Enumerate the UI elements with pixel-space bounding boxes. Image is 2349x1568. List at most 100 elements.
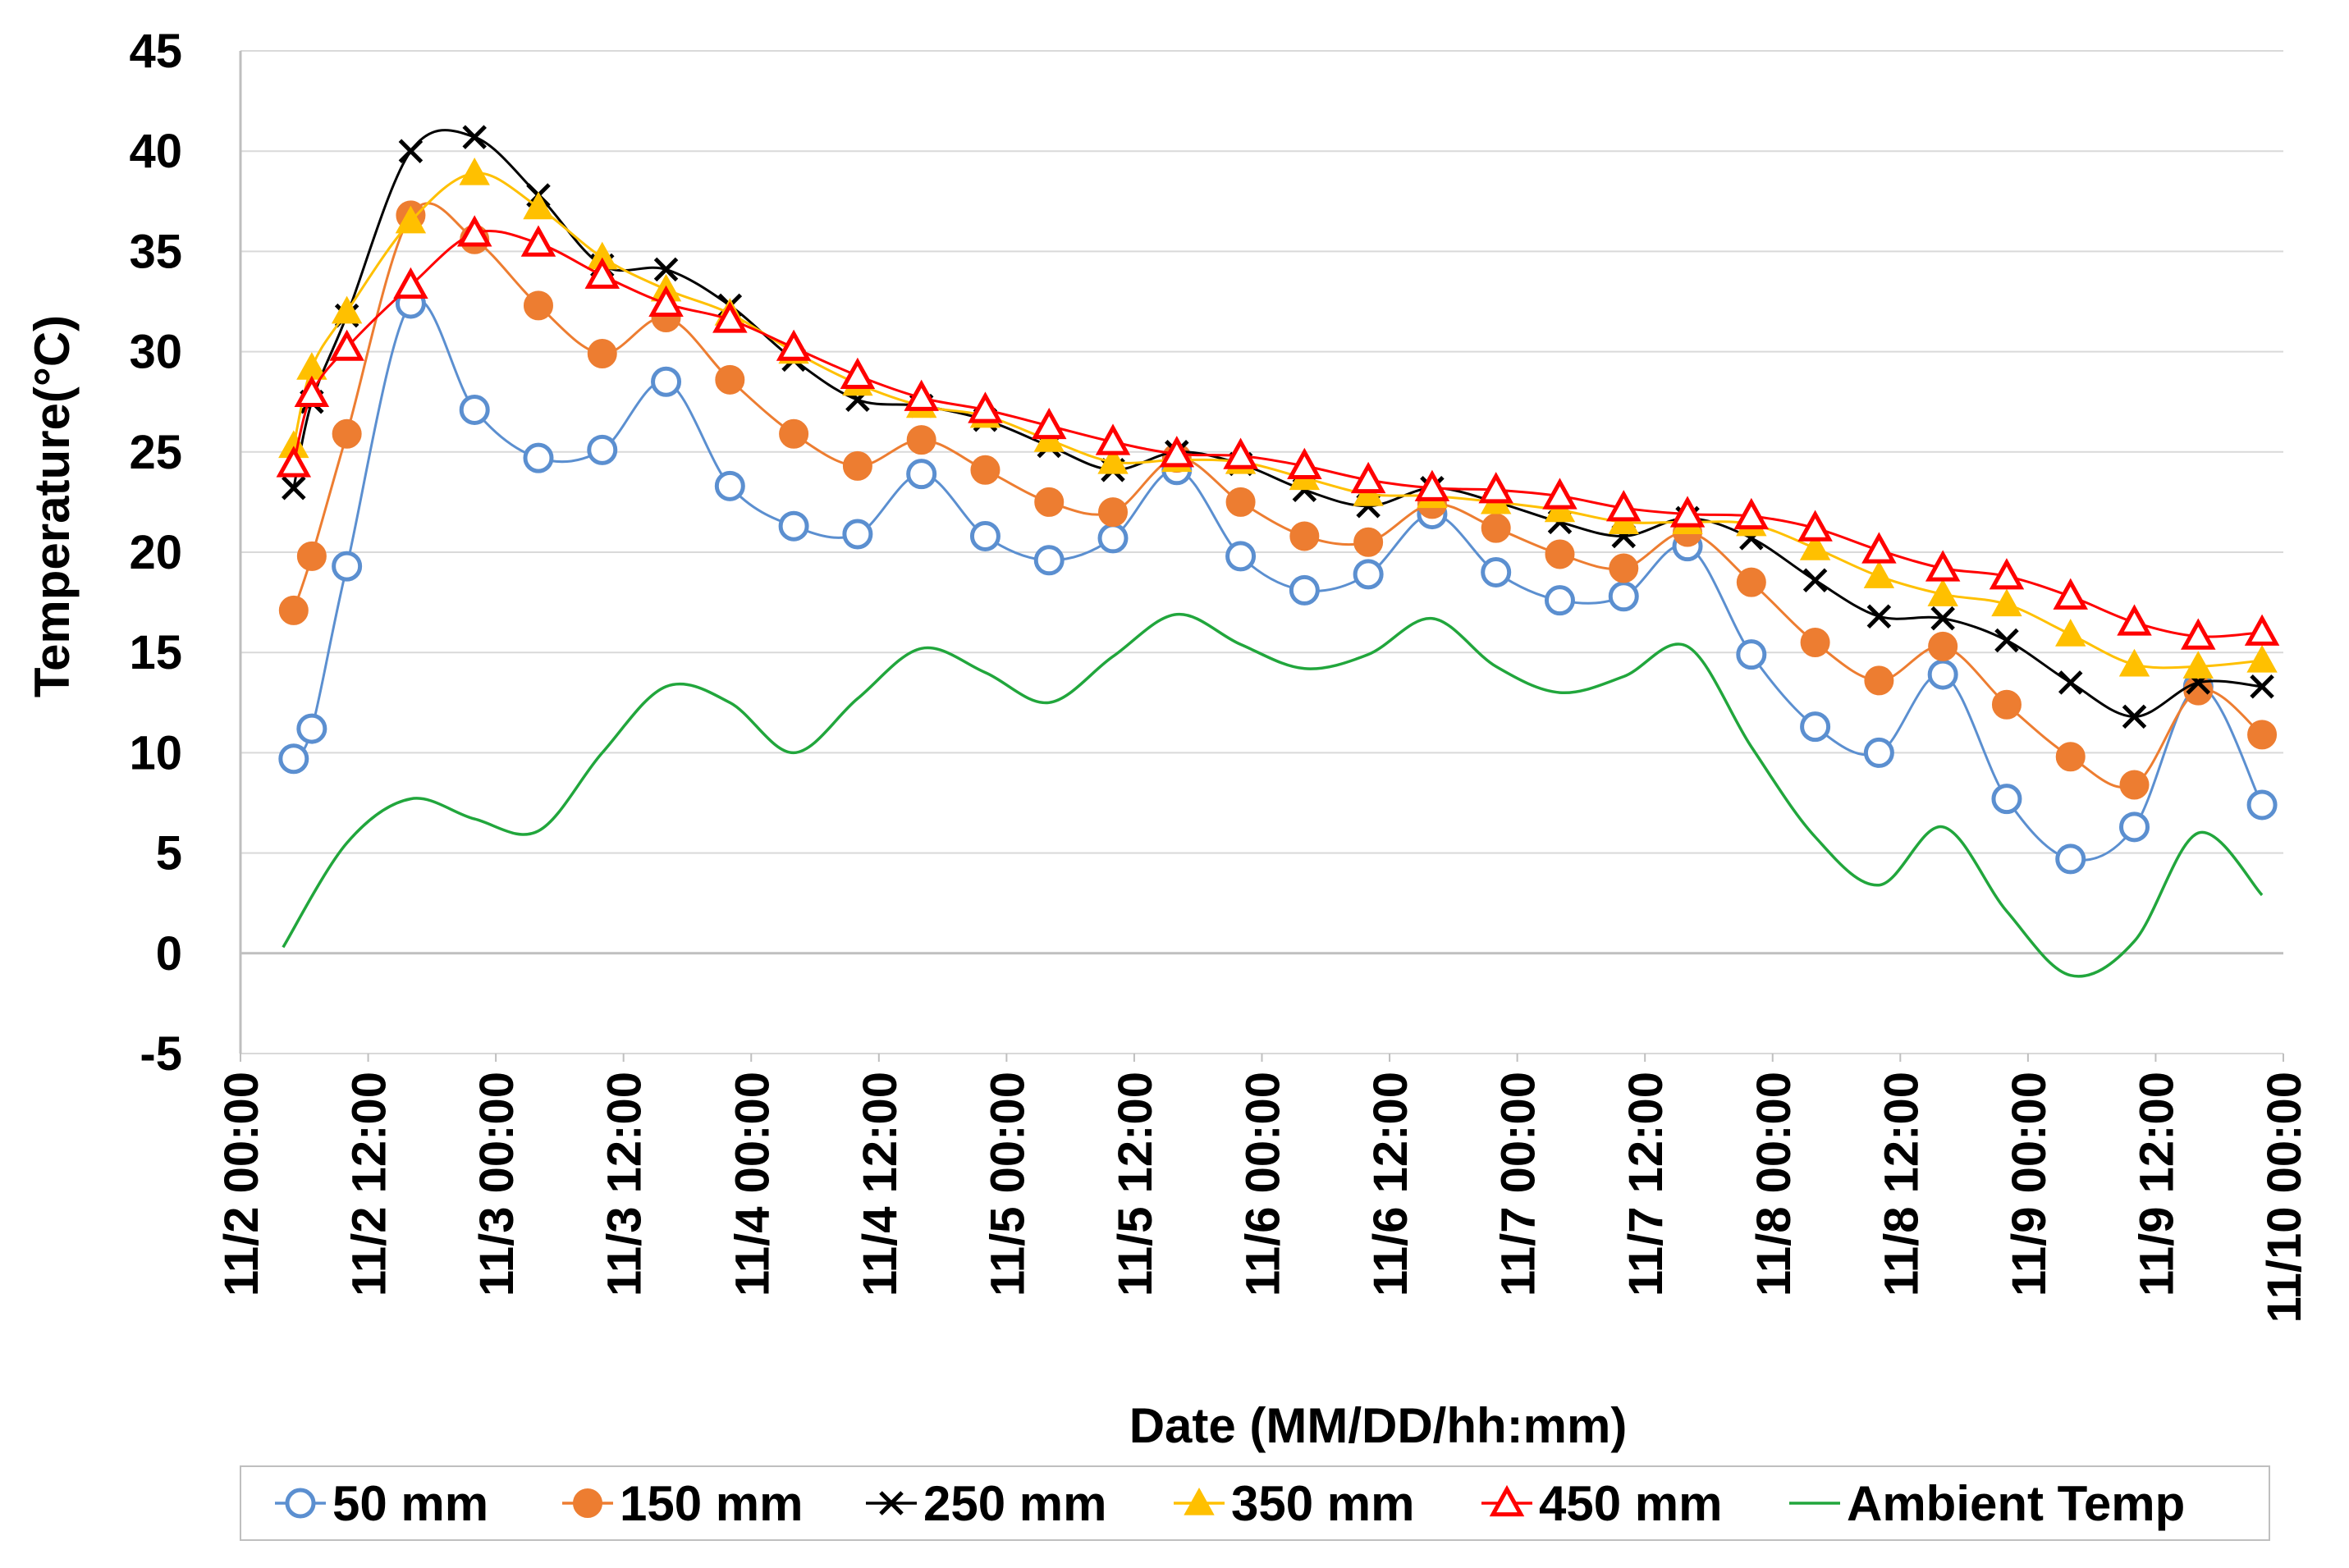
data-point-450-mm [2117,604,2152,636]
data-point-350-mm [395,205,427,234]
data-point-250-mm [2122,704,2147,729]
data-point-450-mm [1095,423,1131,455]
legend-swatch-marker [285,1488,316,1519]
data-point-150-mm [587,339,617,369]
legend-swatch-marker [1489,1484,1525,1517]
data-point-150-mm [1800,627,1830,657]
data-point-150-mm [1225,487,1256,517]
data-point-450-mm [712,301,748,333]
data-point-450-mm [1287,447,1322,480]
series-150-mm [278,200,2278,800]
data-point-150-mm [1545,539,1575,569]
legend-item-150-mm: 150 mm [562,1476,803,1531]
series-ambient-temp [282,613,2264,978]
data-point-350-mm [2118,648,2150,677]
data-point-50-mm [1481,556,1512,587]
y-tick-label: 0 [156,927,182,981]
data-point-250-mm [1802,568,1828,592]
series-350-mm [278,158,2278,679]
data-point-50-mm [1736,639,1767,670]
data-point-250-mm [1930,606,1955,631]
x-tick-label: 11/5 12:00 [1109,1072,1162,1296]
y-tick-label: 20 [129,526,182,579]
data-point-450-mm [393,267,428,299]
series-line-150-mm [292,202,2264,789]
x-tick-label: 11/4 00:00 [726,1072,779,1296]
x-tick-label: 11/2 00:00 [215,1072,268,1296]
data-point-150-mm [278,595,309,625]
data-point-450-mm [968,391,1003,423]
data-point-350-mm [1863,560,1895,588]
data-point-50-mm [651,366,682,397]
data-point-50-mm [1927,659,1958,690]
legend-swatch-marker [573,1488,602,1518]
data-point-50-mm [1289,574,1320,606]
data-point-50-mm [714,470,745,501]
data-point-50-mm [1033,545,1065,576]
data-point-50-mm [969,520,1000,551]
data-point-350-mm [1927,578,1958,606]
y-tick-label: 45 [129,25,182,78]
data-point-350-mm [1097,446,1129,474]
data-point-450-mm [276,446,312,478]
data-point-450-mm [1350,461,1386,494]
data-point-450-mm [1606,490,1642,522]
data-point-50-mm [1800,711,1831,743]
data-point-250-mm [2250,674,2274,699]
data-point-350-mm [459,158,490,185]
data-point-150-mm [296,541,327,571]
series-line-50-mm [292,298,2264,862]
series-250-mm [282,125,2274,729]
x-tick-label: 11/9 12:00 [2130,1072,2183,1296]
legend-item-450-mm: 450 mm [1481,1476,1722,1531]
data-point-350-mm [523,191,554,220]
data-point-50-mm [1097,523,1129,554]
data-point-150-mm [2119,770,2150,800]
data-point-450-mm [840,357,876,390]
series-line-ambient-temp [282,613,2264,978]
data-point-450-mm [1797,510,1833,542]
data-point-450-mm [1733,497,1770,530]
data-point-50-mm [332,551,363,582]
data-point-450-mm [1031,407,1067,440]
data-point-450-mm [2053,578,2088,610]
data-point-350-mm [2055,619,2086,647]
data-point-50-mm [1225,541,1257,572]
data-point-450-mm [2181,618,2216,650]
data-point-450-mm [904,379,939,411]
data-point-150-mm [842,450,872,481]
axes [239,51,2284,1062]
data-point-50-mm [2119,811,2150,843]
legend-label: 350 mm [1231,1476,1414,1531]
series-450-mm [276,215,2280,650]
data-point-50-mm [1544,585,1575,616]
data-point-50-mm [2246,789,2278,821]
y-tick-label: -5 [140,1027,182,1081]
data-point-150-mm [779,418,809,449]
legend: 50 mm 150 mm 250 mm 350 mm 450 mm Ambient Tem… [240,1465,2270,1541]
data-point-150-mm [970,455,1000,485]
data-point-150-mm [1481,513,1511,543]
data-point-450-mm [1989,558,2025,590]
data-point-50-mm [459,394,490,425]
y-tick-label: 10 [129,726,182,779]
gridlines [240,50,2283,1054]
data-point-450-mm [1159,436,1195,468]
data-point-150-mm [523,290,553,321]
data-point-50-mm [906,459,937,490]
data-point-250-mm [1994,628,2019,653]
y-tick-label: 15 [129,626,182,679]
series-line-250-mm [292,129,2263,718]
data-point-150-mm [1928,631,1958,661]
data-point-50-mm [523,442,554,473]
data-point-250-mm [653,257,679,282]
data-point-250-mm [398,139,424,163]
x-tick-label: 11/8 12:00 [1875,1072,1928,1296]
data-point-450-mm [456,215,492,247]
data-point-450-mm [776,329,812,361]
data-point-450-mm [1861,532,1897,564]
legend-swatch-marker [879,1491,904,1515]
data-point-50-mm [842,519,873,550]
legend-label: Ambient Temp [1847,1476,2185,1531]
data-point-50-mm [1863,737,1894,768]
